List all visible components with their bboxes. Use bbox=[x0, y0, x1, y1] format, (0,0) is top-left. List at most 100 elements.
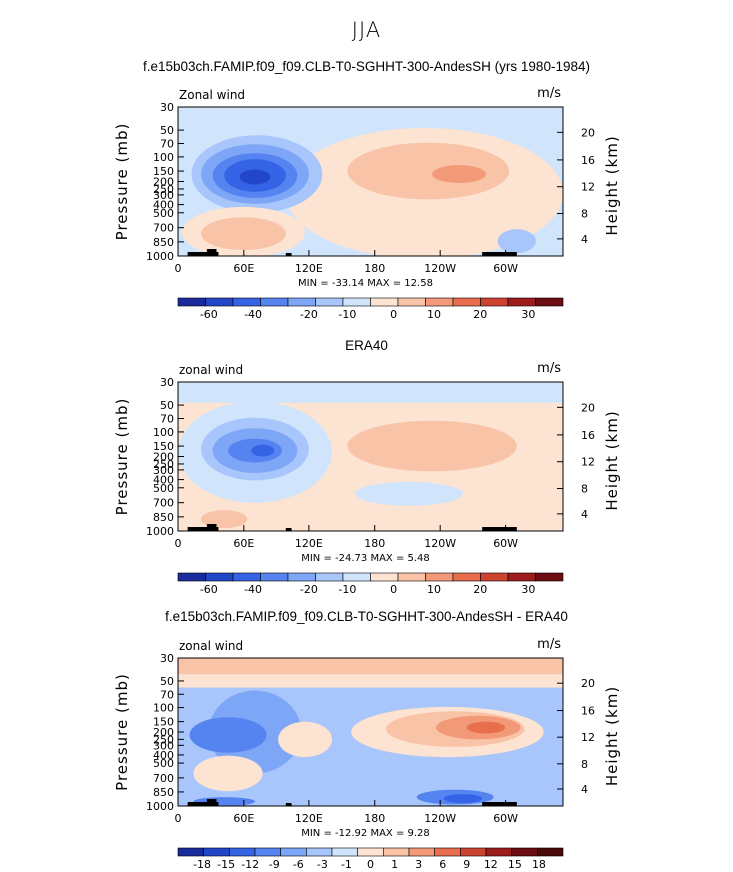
colorbar-label: 18 bbox=[532, 858, 546, 871]
colorbar-label: -20 bbox=[300, 583, 318, 596]
contour-band bbox=[347, 420, 517, 472]
y2-tick-label: 4 bbox=[581, 783, 588, 796]
colorbar-swatch bbox=[177, 572, 206, 582]
y-tick-label: 500 bbox=[153, 207, 174, 220]
y-tick-label: 250 bbox=[153, 458, 174, 471]
min-max-label: MIN = -33.14 MAX = 12.58 bbox=[298, 278, 433, 289]
colorbar-swatch bbox=[254, 847, 281, 857]
colorbar-swatch bbox=[535, 572, 564, 582]
colorbar-label: -1 bbox=[341, 858, 352, 871]
panel-title: f.e15b03ch.FAMIP.f09_f09.CLB-T0-SGHHT-30… bbox=[165, 609, 568, 624]
x-tick-label: 60E bbox=[233, 262, 254, 275]
y-tick-label: 300 bbox=[153, 464, 174, 477]
topography bbox=[187, 802, 219, 806]
y-tick-label: 30 bbox=[160, 101, 174, 114]
contour-band bbox=[251, 444, 275, 457]
colorbar-label: 3 bbox=[415, 858, 422, 871]
variable-label: zonal wind bbox=[179, 639, 243, 653]
colorbar-swatch bbox=[537, 847, 564, 857]
y2-tick-label: 12 bbox=[581, 181, 595, 194]
contour-band bbox=[178, 658, 563, 675]
y-tick-label: 1000 bbox=[146, 250, 174, 263]
y-tick-label: 50 bbox=[160, 675, 174, 688]
contour-band bbox=[201, 217, 286, 251]
x-tick-label: 180 bbox=[364, 537, 385, 550]
y2-tick-label: 20 bbox=[581, 677, 595, 690]
y-tick-label: 200 bbox=[153, 176, 174, 189]
x-tick-label: 120E bbox=[295, 262, 323, 275]
x-tick-label: 180 bbox=[364, 812, 385, 825]
x-tick-label: 120E bbox=[295, 537, 323, 550]
page-title: JJA bbox=[351, 18, 382, 42]
topography bbox=[206, 799, 217, 806]
y2-tick-label: 20 bbox=[581, 126, 595, 139]
topography bbox=[482, 252, 517, 256]
colorbar-label: -9 bbox=[269, 858, 280, 871]
topography bbox=[482, 527, 517, 531]
units-label: m/s bbox=[537, 361, 561, 376]
y-tick-label: 250 bbox=[153, 733, 174, 746]
y2-tick-label: 4 bbox=[581, 233, 588, 246]
colorbar-swatch bbox=[280, 847, 307, 857]
colorbar-swatch bbox=[315, 297, 344, 307]
contour-band bbox=[193, 755, 263, 792]
contour-band bbox=[239, 169, 271, 185]
colorbar-swatch bbox=[507, 572, 536, 582]
x-tick-label: 0 bbox=[175, 262, 182, 275]
colorbar-label: -12 bbox=[241, 858, 259, 871]
y-tick-label: 400 bbox=[153, 749, 174, 762]
y-tick-label: 30 bbox=[160, 652, 174, 665]
colorbar-label: 30 bbox=[521, 583, 535, 596]
panel-3 bbox=[177, 657, 564, 857]
colorbar-label: -15 bbox=[217, 858, 235, 871]
topography bbox=[187, 527, 219, 531]
colorbar-label: 1 bbox=[391, 858, 398, 871]
colorbar-swatch bbox=[383, 847, 410, 857]
colorbar-label: -10 bbox=[338, 583, 356, 596]
x-tick-label: 0 bbox=[175, 537, 182, 550]
y-tick-label: 700 bbox=[153, 772, 174, 785]
colorbar-swatch bbox=[229, 847, 256, 857]
topography bbox=[285, 803, 292, 806]
colorbar-swatch bbox=[315, 572, 344, 582]
colorbar-swatch bbox=[342, 297, 371, 307]
y-tick-label: 200 bbox=[153, 451, 174, 464]
y-tick-label: 150 bbox=[153, 716, 174, 729]
colorbar-swatch bbox=[260, 572, 289, 582]
y2-tick-label: 16 bbox=[581, 154, 595, 167]
min-max-label: MIN = -12.92 MAX = 9.28 bbox=[301, 828, 430, 839]
colorbar-label: -20 bbox=[300, 308, 318, 321]
panel-1 bbox=[177, 106, 564, 307]
colorbar-swatch bbox=[535, 297, 564, 307]
colorbar-label: 9 bbox=[463, 858, 470, 871]
x-tick-label: 60E bbox=[233, 812, 254, 825]
y-tick-label: 300 bbox=[153, 739, 174, 752]
colorbar-swatch bbox=[480, 572, 509, 582]
x-tick-label: 60W bbox=[493, 537, 518, 550]
y-tick-label: 150 bbox=[153, 440, 174, 453]
y2-tick-label: 16 bbox=[581, 429, 595, 442]
variable-label: Zonal wind bbox=[179, 88, 245, 102]
colorbar-swatch bbox=[287, 572, 316, 582]
colorbar-swatch bbox=[452, 297, 481, 307]
y-tick-label: 100 bbox=[153, 151, 174, 164]
contour-band bbox=[201, 510, 248, 529]
colorbar-swatch bbox=[511, 847, 538, 857]
y-tick-label: 700 bbox=[153, 222, 174, 235]
colorbar-swatch bbox=[397, 572, 426, 582]
y-tick-label: 150 bbox=[153, 165, 174, 178]
colorbar-label: -40 bbox=[244, 308, 262, 321]
contour-band bbox=[432, 165, 486, 183]
contour-field bbox=[178, 382, 563, 531]
y-tick-label: 500 bbox=[153, 757, 174, 770]
colorbar-label: -3 bbox=[317, 858, 328, 871]
contour-band bbox=[355, 481, 463, 506]
contour-band bbox=[466, 721, 506, 734]
y2-tick-label: 8 bbox=[581, 208, 588, 221]
y-tick-label: 1000 bbox=[146, 525, 174, 538]
colorbar-swatch bbox=[260, 297, 289, 307]
colorbar-swatch bbox=[434, 847, 461, 857]
y-tick-label: 250 bbox=[153, 183, 174, 196]
y-axis-title: Pressure (mb) bbox=[113, 123, 131, 241]
contour-band bbox=[278, 721, 332, 758]
